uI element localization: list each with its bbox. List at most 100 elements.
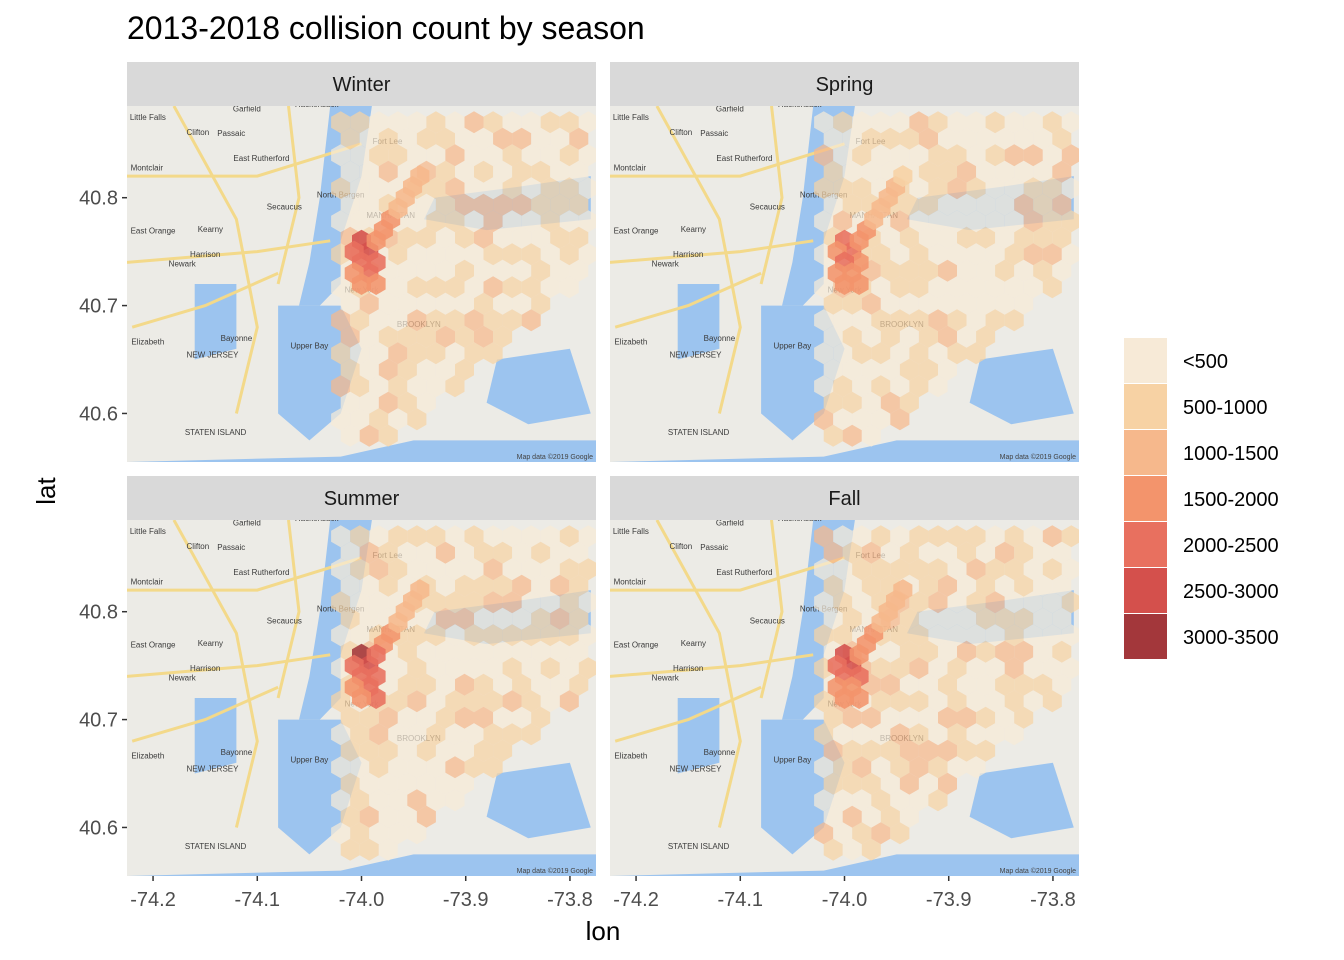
- hex-cell-background: [928, 591, 948, 614]
- hex-cell-background: [559, 624, 579, 647]
- hex-cell-background: [483, 276, 503, 299]
- hex-cell-background: [483, 657, 503, 680]
- hex-cell-background: [378, 805, 398, 828]
- hex-cell-background: [1004, 309, 1024, 332]
- basemap-water: [486, 348, 591, 425]
- hex-cell-background: [493, 541, 513, 564]
- hex-cell-background: [947, 723, 967, 746]
- hex-cell-background: [909, 276, 929, 299]
- hex-cell-background: [909, 789, 929, 812]
- hex-cell-background: [483, 558, 503, 581]
- hex-cell-background: [814, 309, 834, 332]
- hex-cell-background: [909, 342, 929, 365]
- hex-cell: [849, 229, 869, 252]
- hex-cell-background: [502, 558, 522, 581]
- hex-cell-background: [388, 525, 408, 548]
- hex-cell-background: [397, 226, 417, 249]
- hex-cell-background: [852, 822, 872, 845]
- hex-cell-background: [1052, 541, 1072, 564]
- hex-cell-background: [455, 193, 474, 216]
- basemap-label: Little Falls: [613, 113, 649, 122]
- hex-cell-background: [928, 624, 948, 647]
- hex-cell-background: [350, 591, 370, 614]
- hex-cell-background: [909, 210, 929, 233]
- hex-cell-background: [823, 325, 843, 348]
- hex-cell-background: [445, 309, 465, 332]
- hex-cell-background: [1014, 193, 1034, 216]
- hex-cell-background: [512, 160, 532, 183]
- hex-cell-background: [540, 591, 560, 614]
- hex-cell-background: [493, 325, 513, 348]
- hex-cell-background: [833, 177, 853, 200]
- hex-cell-background: [493, 706, 513, 729]
- hex-cell-background: [435, 358, 455, 381]
- hex-cell-background: [531, 193, 551, 216]
- hex-cell-background: [909, 309, 929, 332]
- hex-cell-background: [512, 292, 532, 315]
- hex-cell-background: [852, 408, 872, 431]
- hex-cell-background: [378, 838, 398, 861]
- hex-cell-background: [814, 525, 834, 548]
- hex-cell-background: [426, 723, 446, 746]
- hex-cell-background: [1004, 558, 1024, 581]
- hex-cell-background: [483, 756, 503, 779]
- hex-cell-background: [521, 210, 541, 233]
- hex-cell-background: [397, 772, 417, 795]
- hex-cell-background: [833, 558, 853, 581]
- hex-cell-background: [388, 408, 408, 431]
- basemap-label: Clifton: [187, 128, 210, 137]
- hex-cell-background: [890, 276, 910, 299]
- hex-cell-background: [550, 673, 570, 696]
- hex-cell-background: [947, 111, 967, 134]
- hex-cell-background: [340, 391, 360, 414]
- hex-cell-background: [995, 160, 1015, 183]
- hex-cell-background: [871, 144, 891, 167]
- hex-cell-background: [938, 541, 957, 564]
- basemap-water: [610, 854, 1079, 876]
- hex-cell-background: [464, 144, 484, 167]
- hex-cell-background: [445, 111, 465, 134]
- basemap-label: Garfield: [233, 518, 261, 527]
- hex-cell-background: [1042, 210, 1062, 233]
- hex-cell-background: [861, 391, 881, 414]
- hex-cell-background: [340, 541, 360, 564]
- basemap-label: Montclair: [614, 164, 647, 173]
- hex-cell-background: [976, 325, 996, 348]
- facet-label: Spring: [816, 74, 874, 96]
- hex-cell-background: [540, 144, 560, 167]
- hex-cell-background: [861, 739, 881, 762]
- hex-cell-background: [976, 127, 996, 150]
- hex-cell-background: [578, 210, 596, 233]
- hex-cell-background: [985, 243, 1005, 266]
- hex-cell-background: [378, 541, 398, 564]
- hex-cell-background: [842, 772, 862, 795]
- hex-cell-background: [814, 408, 834, 431]
- hex-cell-background: [1014, 292, 1034, 315]
- hex-cell-background: [1061, 525, 1079, 548]
- hex-cell-background: [550, 160, 570, 183]
- hex-cell-background: [928, 309, 948, 332]
- hex-cell-background: [407, 309, 427, 332]
- hex-cell-background: [842, 391, 862, 414]
- hex-cell-background: [369, 375, 389, 398]
- hex-cell-background: [474, 607, 494, 630]
- hex-cell-background: [985, 177, 1005, 200]
- hex-cell-background: [890, 822, 910, 845]
- basemap-label: Upper Bay: [773, 342, 811, 351]
- hex-cell-background: [1014, 574, 1034, 597]
- hex-cell-background: [474, 325, 494, 348]
- hex-cell-background: [947, 624, 967, 647]
- hex-cell-background: [1023, 144, 1043, 167]
- hex-cell-background: [957, 193, 977, 216]
- hex-cell-background: [1033, 541, 1053, 564]
- hex-cell-background: [985, 144, 1005, 167]
- hex-cell-background: [512, 193, 532, 216]
- hex-cell-background: [1014, 640, 1034, 663]
- y-tick-label: 40.8: [79, 188, 118, 210]
- hex-cell-background: [407, 375, 427, 398]
- hex-cell-background: [938, 673, 957, 696]
- basemap-label: Upper Bay: [290, 756, 328, 765]
- basemap-road: [610, 142, 845, 178]
- hex-cell-background: [852, 342, 872, 365]
- hex-cell-background: [957, 259, 977, 282]
